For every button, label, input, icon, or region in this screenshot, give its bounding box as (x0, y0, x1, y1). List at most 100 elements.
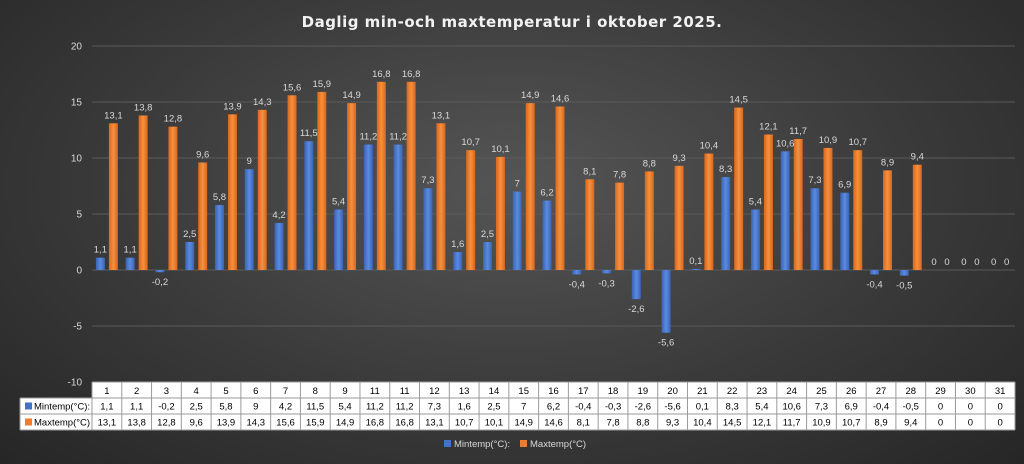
max-data-label: 9,4 (911, 152, 924, 163)
table-cell: 11,2 (396, 402, 414, 413)
table-cell: 11,2 (366, 402, 384, 413)
max-data-label: 10,1 (491, 144, 510, 155)
max-bar (704, 153, 714, 270)
max-data-label: 13,8 (134, 102, 153, 113)
x-tick-label: 11 (400, 386, 410, 397)
max-bar (257, 109, 267, 270)
min-bar (691, 268, 701, 270)
min-data-label: 0 (991, 257, 996, 268)
table-cell: 11,5 (306, 402, 324, 413)
table-cell: 10,1 (485, 418, 504, 429)
max-bar (347, 103, 357, 271)
min-data-label: 9 (247, 156, 252, 167)
x-tick-label: 9 (342, 386, 347, 397)
table-cell: 16,8 (366, 418, 385, 429)
min-bar (870, 270, 880, 275)
x-tick-label: 24 (786, 386, 797, 397)
table-cell: 9,4 (904, 418, 917, 429)
table-cell: 5,4 (755, 402, 768, 413)
gridlines: -10 -5 0 5 10 15 20 (68, 42, 1015, 389)
x-tick-label: 20 (667, 386, 678, 397)
table-cell: 1,1 (100, 402, 113, 413)
table-cell: 0 (997, 418, 1002, 429)
x-tick-label: 23 (757, 386, 768, 397)
table-cell: 7,3 (815, 402, 828, 413)
table-cell: -5,6 (664, 402, 680, 413)
min-data-label: 6,9 (838, 180, 851, 191)
y-tick-label: -5 (73, 322, 82, 333)
max-bar (138, 115, 148, 270)
table-cell: 16,8 (395, 418, 414, 429)
min-data-label: 5,4 (332, 197, 345, 208)
table-cell: 6,2 (547, 402, 560, 413)
min-bar (482, 242, 492, 270)
max-bar (555, 106, 565, 270)
table-cell: 0 (997, 402, 1002, 413)
max-data-label: 13,1 (104, 110, 123, 121)
max-data-label: 9,6 (196, 149, 209, 160)
max-data-label: 0 (1004, 257, 1009, 268)
min-data-label: 10,6 (776, 138, 795, 149)
table-cell: 13,9 (217, 418, 236, 429)
min-bar (840, 192, 850, 270)
min-data-label: 1,1 (94, 245, 107, 256)
min-data-label: 0,1 (689, 256, 702, 267)
min-bar (661, 270, 671, 333)
min-data-label: 0 (931, 257, 936, 268)
max-data-label: 14,9 (521, 90, 540, 101)
max-data-label: 12,1 (759, 121, 778, 132)
min-bar (393, 144, 403, 270)
table-cell: 1,1 (130, 402, 143, 413)
table-cell: 7 (521, 402, 526, 413)
table-cell: 10,7 (455, 418, 474, 429)
max-bar (376, 81, 386, 270)
max-data-label: 10,7 (848, 137, 867, 148)
max-data-label: 14,6 (551, 93, 570, 104)
data-table: 1 2 3 4 5 6 7 8 9 11 11 12 13 14 15 16 17 18 19 20 21 22 23 24 2… (19, 381, 1016, 431)
table-cell: 13,1 (425, 418, 444, 429)
table-cell: 12,1 (753, 418, 772, 429)
max-bar (615, 182, 625, 270)
table-cell: 12,8 (157, 418, 176, 429)
max-bar (198, 162, 208, 270)
min-data-label: -0,5 (896, 281, 912, 292)
min-bar (423, 188, 433, 270)
bars (95, 81, 922, 333)
min-bar (95, 257, 105, 270)
max-bar (406, 81, 416, 270)
x-tick-label: 27 (876, 386, 887, 397)
min-bar (274, 222, 284, 270)
max-data-label: 12,8 (164, 114, 183, 125)
table-cell: 10,7 (842, 418, 861, 429)
table-cell: 8,1 (577, 418, 590, 429)
min-bar (244, 169, 254, 270)
max-bar (674, 165, 684, 270)
max-data-label: 7,8 (613, 170, 626, 181)
table-cell: 0 (968, 402, 973, 413)
table-cell: 7,8 (606, 418, 619, 429)
min-data-label: -0,3 (598, 278, 614, 289)
table-cell: 10,4 (693, 418, 712, 429)
x-tick-label: 26 (846, 386, 857, 397)
min-data-label: 11,2 (389, 132, 407, 143)
max-bar (734, 107, 744, 270)
x-tick-label: 16 (548, 386, 559, 397)
max-bar (912, 164, 922, 270)
x-tick-label: 18 (608, 386, 619, 397)
legend: Mintemp(°C): Maxtemp(°C) (444, 439, 586, 450)
y-tick-label: -10 (68, 378, 83, 389)
table-cell: 15,9 (306, 418, 325, 429)
table-cell: -2,6 (635, 402, 651, 413)
min-data-label: 4,2 (272, 210, 285, 221)
min-bar (453, 252, 463, 270)
x-tick-label: 2 (134, 386, 139, 397)
max-data-label: 10,9 (819, 135, 838, 146)
table-cell: 5,8 (219, 402, 232, 413)
y-tick-label: 0 (76, 266, 82, 277)
table-cell: 2,5 (487, 402, 500, 413)
max-bar (168, 126, 178, 270)
max-data-label: 15,9 (313, 79, 332, 90)
table-cell: 10,6 (782, 402, 801, 413)
min-data-label: -0,4 (569, 279, 585, 290)
